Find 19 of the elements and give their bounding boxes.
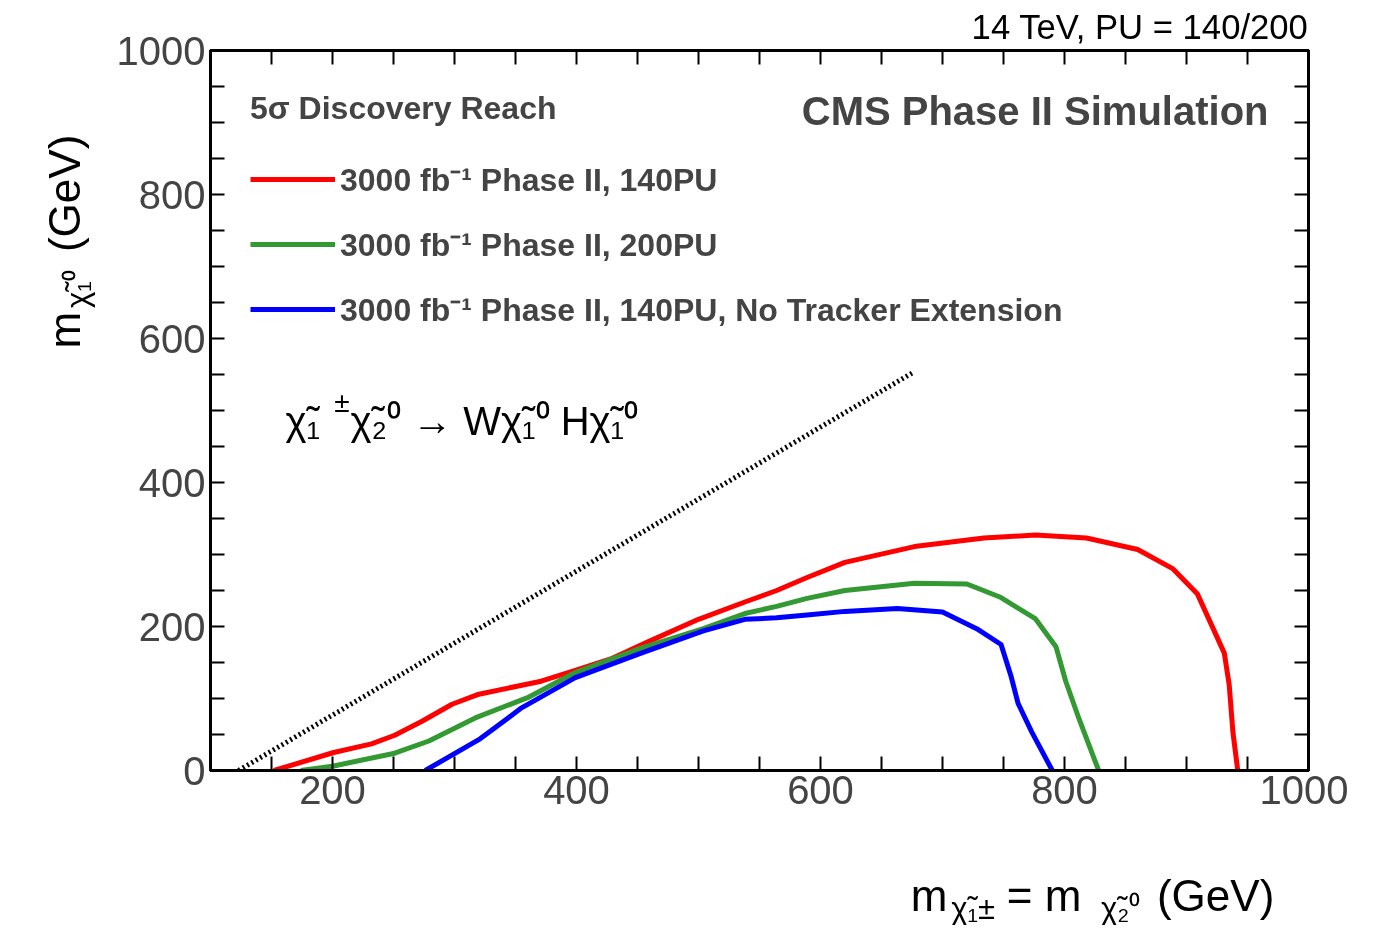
x-tick-label: 400 bbox=[543, 767, 610, 812]
y-tick-label: 400 bbox=[138, 460, 206, 505]
y-axis-title: mχ̃₁⁰ (GeV) bbox=[40, 134, 96, 349]
x-tick-label: 600 bbox=[787, 767, 854, 812]
x-tick-label: 1000 bbox=[1259, 767, 1349, 812]
y-tick-label: 0 bbox=[183, 748, 206, 793]
legend-label: 3000 fb⁻¹ Phase II, 200PU bbox=[340, 226, 718, 265]
text: CMS Phase II Simulation bbox=[801, 88, 1269, 133]
legend-label: 3000 fb⁻¹ Phase II, 140PU bbox=[340, 161, 718, 200]
y-tick-label: 600 bbox=[138, 316, 206, 361]
x-tick-label: 800 bbox=[1031, 767, 1098, 812]
y-tick-label: 200 bbox=[138, 604, 206, 649]
x-tick-label: 200 bbox=[299, 767, 366, 812]
y-tick-label: 800 bbox=[138, 172, 206, 217]
annotation: χ̃₁±χ̃₂⁰ → Wχ̃₁⁰ Hχ̃₁⁰ bbox=[285, 387, 639, 443]
y-tick-label: 1000 bbox=[116, 28, 206, 73]
legend-title: 5σ Discovery Reach bbox=[250, 90, 557, 126]
legend-label: 3000 fb⁻¹ Phase II, 140PU, No Tracker Extension bbox=[340, 291, 1063, 330]
text: 14 TeV, PU = 140/200 bbox=[971, 7, 1308, 46]
